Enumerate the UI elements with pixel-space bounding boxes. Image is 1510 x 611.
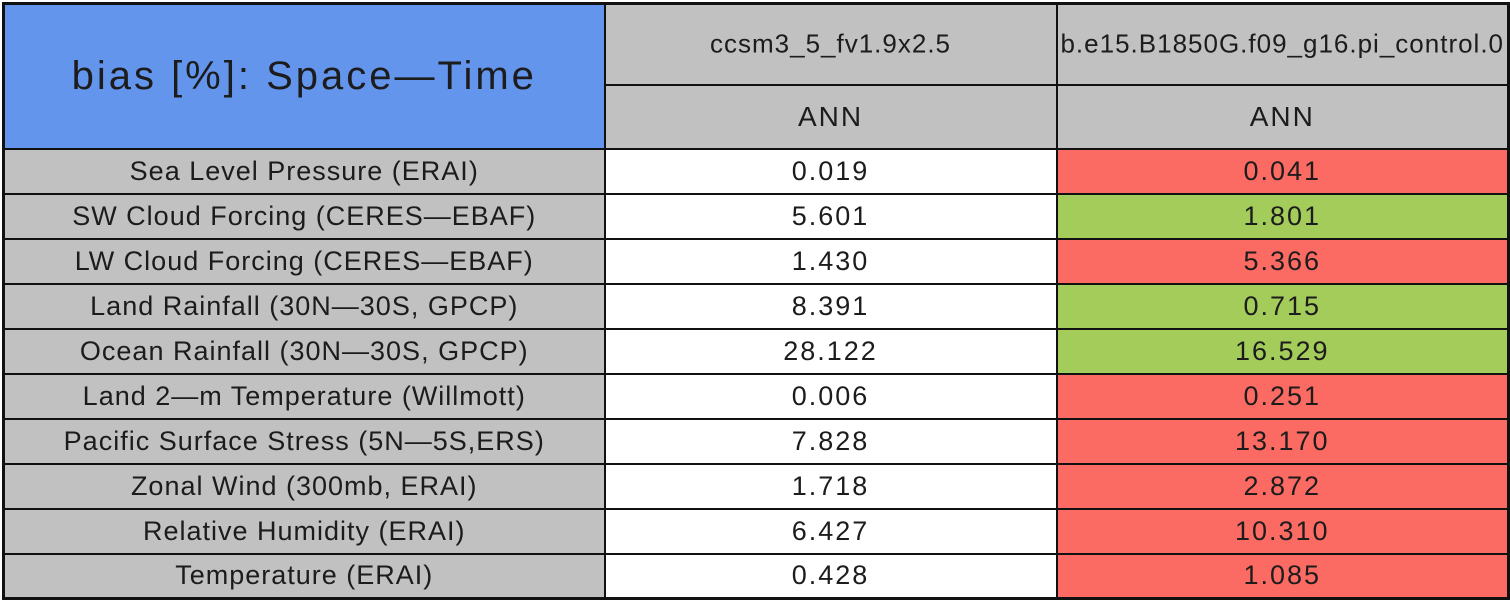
- value-cell: 1.430: [603, 237, 1058, 285]
- metrics-table-wrap: bias [%]: Space—Time ccsm3_5_fv1.9x2.5 b…: [2, 2, 1510, 600]
- table-row: SW Cloud Forcing (CERES—EBAF) 5.601 1.80…: [2, 192, 1510, 240]
- table-row: LW Cloud Forcing (CERES—EBAF) 1.430 5.36…: [2, 237, 1510, 285]
- value-cell: 0.251: [1055, 372, 1510, 420]
- value-cell: 1.085: [1055, 552, 1510, 600]
- model-name-2: b.e15.B1850G.f09_g16.pi_control.0: [1060, 28, 1505, 59]
- value-cell: 0.006: [603, 372, 1058, 420]
- table-row: Temperature (ERAI) 0.428 1.085: [2, 552, 1510, 600]
- value-cell: 13.170: [1055, 417, 1510, 465]
- value-cell: 5.366: [1055, 237, 1510, 285]
- variable-label: SW Cloud Forcing (CERES—EBAF): [2, 192, 606, 240]
- variable-label: Zonal Wind (300mb, ERAI): [2, 462, 606, 510]
- variable-label: Temperature (ERAI): [2, 552, 606, 600]
- table-row: Zonal Wind (300mb, ERAI) 1.718 2.872: [2, 462, 1510, 510]
- value-cell: 7.828: [603, 417, 1058, 465]
- table-row: Relative Humidity (ERAI) 6.427 10.310: [2, 507, 1510, 555]
- value-cell: 2.872: [1055, 462, 1510, 510]
- value-cell: 1.801: [1055, 192, 1510, 240]
- value-cell: 5.601: [603, 192, 1058, 240]
- value-cell: 28.122: [603, 327, 1058, 375]
- variable-label: LW Cloud Forcing (CERES—EBAF): [2, 237, 606, 285]
- variable-label: Land Rainfall (30N—30S, GPCP): [2, 282, 606, 330]
- value-cell: 10.310: [1055, 507, 1510, 555]
- variable-label: Sea Level Pressure (ERAI): [2, 147, 606, 195]
- value-cell: 1.718: [603, 462, 1058, 510]
- variable-label: Relative Humidity (ERAI): [2, 507, 606, 555]
- variable-label: Ocean Rainfall (30N—30S, GPCP): [2, 327, 606, 375]
- table-title-cell: bias [%]: Space—Time: [2, 2, 606, 150]
- season-header-2: ANN: [1055, 83, 1510, 150]
- table-row: Sea Level Pressure (ERAI) 0.019 0.041: [2, 147, 1510, 195]
- variable-label: Pacific Surface Stress (5N—5S,ERS): [2, 417, 606, 465]
- value-cell: 6.427: [603, 507, 1058, 555]
- table-row: Ocean Rainfall (30N—30S, GPCP) 28.122 16…: [2, 327, 1510, 375]
- variable-label: Land 2—m Temperature (Willmott): [2, 372, 606, 420]
- season-header-row: ANN ANN: [4, 83, 1510, 150]
- value-cell: 0.428: [603, 552, 1058, 600]
- table-title: bias [%]: Space—Time: [71, 53, 537, 98]
- table-row: Land 2—m Temperature (Willmott) 0.006 0.…: [2, 372, 1510, 420]
- value-cell: 16.529: [1055, 327, 1510, 375]
- model-column-header-2: b.e15.B1850G.f09_g16.pi_control.0: [1055, 2, 1510, 86]
- value-cell: 0.019: [603, 147, 1058, 195]
- model-column-header-1: ccsm3_5_fv1.9x2.5: [603, 2, 1058, 86]
- table-row: Pacific Surface Stress (5N—5S,ERS) 7.828…: [2, 417, 1510, 465]
- value-cell: 0.715: [1055, 282, 1510, 330]
- value-cell: 8.391: [603, 282, 1058, 330]
- model-header-row: bias [%]: Space—Time ccsm3_5_fv1.9x2.5 b…: [2, 2, 1510, 150]
- season-header-1: ANN: [603, 83, 1058, 150]
- model-name-1: ccsm3_5_fv1.9x2.5: [709, 28, 952, 59]
- metrics-table: bias [%]: Space—Time ccsm3_5_fv1.9x2.5 b…: [2, 2, 1510, 600]
- table-row: Land Rainfall (30N—30S, GPCP) 8.391 0.71…: [2, 282, 1510, 330]
- value-cell: 0.041: [1055, 147, 1510, 195]
